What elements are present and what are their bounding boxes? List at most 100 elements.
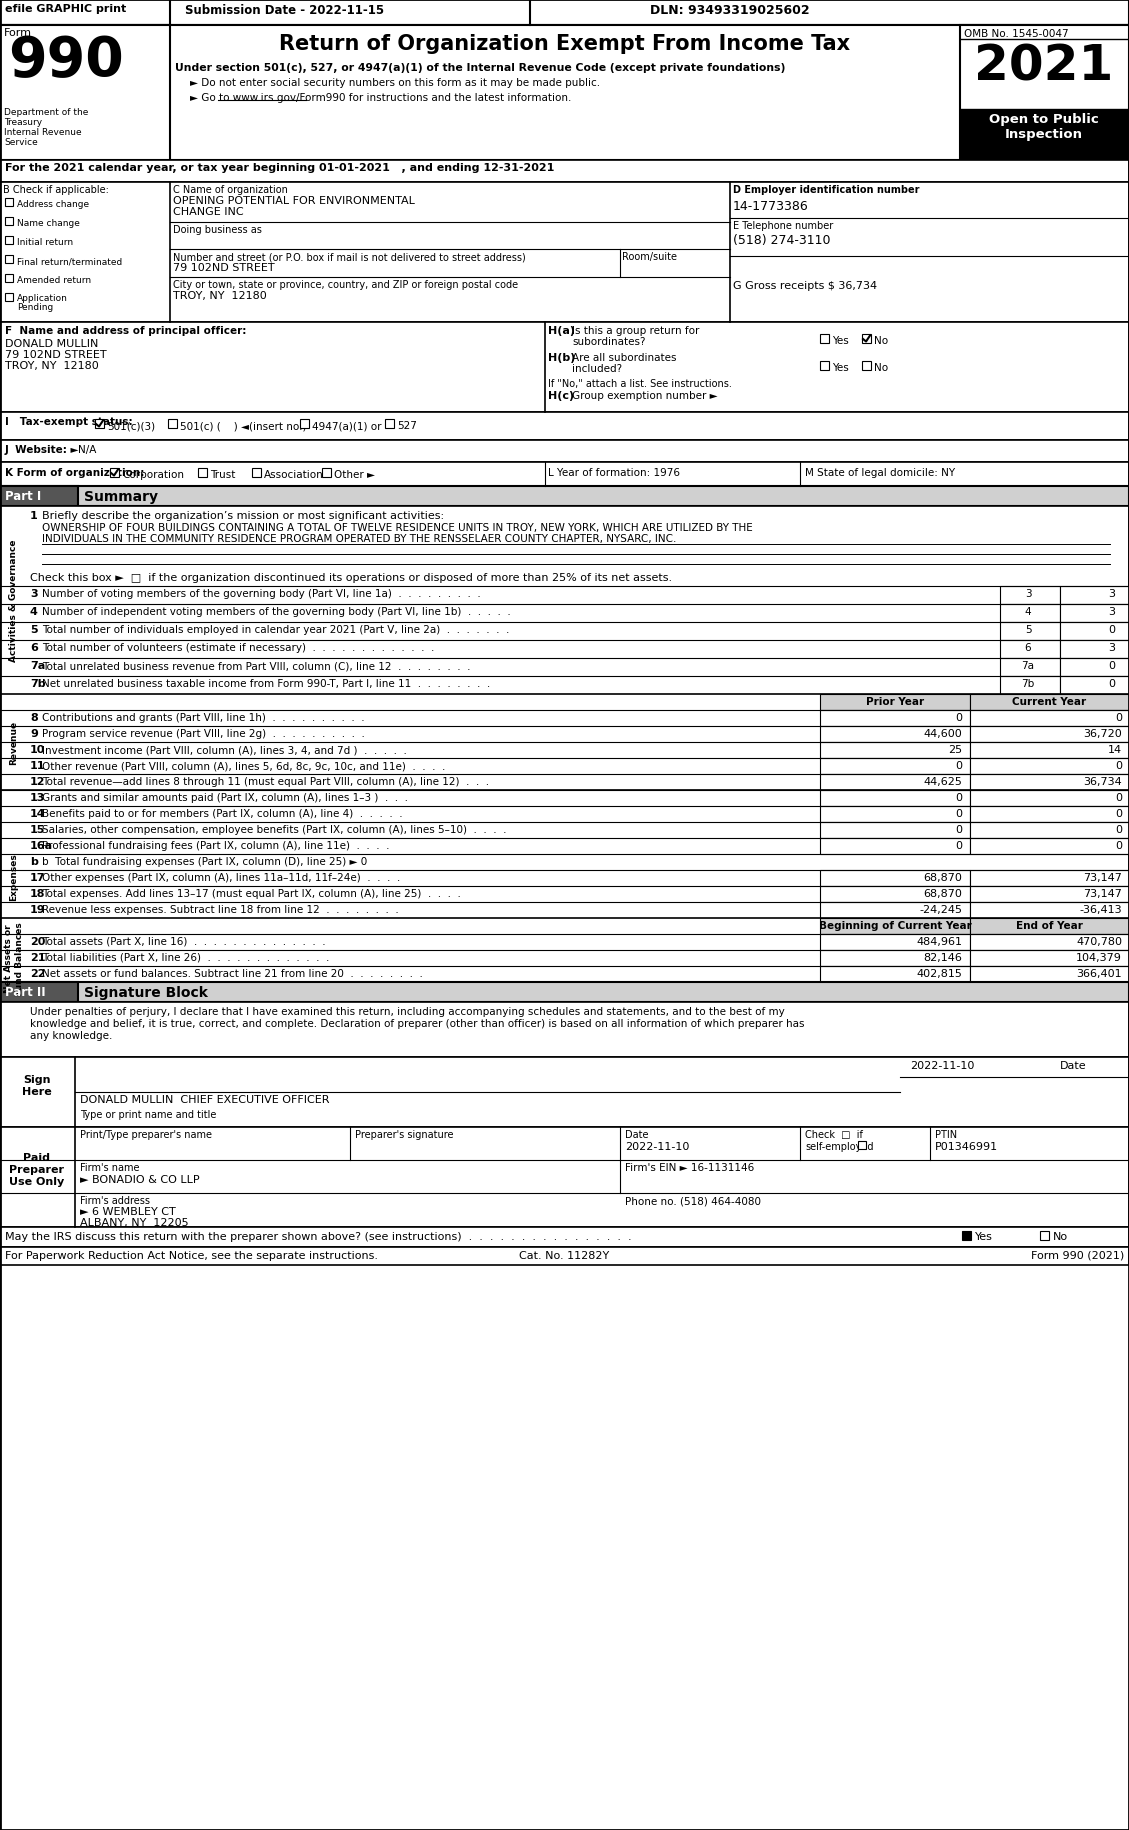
Bar bbox=[0, 1003, 1129, 1058]
Text: 18: 18 bbox=[30, 889, 45, 899]
Bar bbox=[1060, 622, 1129, 640]
Bar bbox=[5, 274, 14, 284]
Text: Number and street (or P.O. box if mail is not delivered to street address): Number and street (or P.O. box if mail i… bbox=[173, 253, 526, 262]
Bar bbox=[0, 983, 78, 1003]
Text: Part II: Part II bbox=[5, 986, 45, 999]
Text: 11: 11 bbox=[30, 761, 45, 770]
Text: 68,870: 68,870 bbox=[924, 889, 962, 899]
Text: Print/Type preparer's name: Print/Type preparer's name bbox=[80, 1129, 212, 1140]
Text: Total assets (Part X, line 16)  .  .  .  .  .  .  .  .  .  .  .  .  .  .: Total assets (Part X, line 16) . . . . .… bbox=[42, 937, 325, 946]
Text: 2022-11-10: 2022-11-10 bbox=[910, 1060, 974, 1071]
Text: 79 102ND STREET: 79 102ND STREET bbox=[173, 264, 274, 273]
Text: Cat. No. 11282Y: Cat. No. 11282Y bbox=[519, 1250, 610, 1261]
Text: Briefly describe the organization’s mission or most significant activities:: Briefly describe the organization’s miss… bbox=[42, 511, 444, 522]
Text: 366,401: 366,401 bbox=[1076, 968, 1122, 979]
Text: CHANGE INC: CHANGE INC bbox=[173, 207, 244, 218]
Text: DONALD MULLIN: DONALD MULLIN bbox=[5, 339, 98, 350]
Text: 2022-11-10: 2022-11-10 bbox=[625, 1142, 690, 1151]
Bar bbox=[970, 935, 1129, 950]
Text: Prior Year: Prior Year bbox=[866, 697, 924, 706]
Text: 19: 19 bbox=[30, 904, 45, 915]
Text: 990: 990 bbox=[8, 35, 124, 88]
Bar bbox=[0, 1127, 1129, 1228]
Text: 44,625: 44,625 bbox=[924, 776, 962, 787]
Text: 3: 3 bbox=[1108, 608, 1115, 617]
Text: Yes: Yes bbox=[832, 362, 849, 373]
Text: Treasury: Treasury bbox=[5, 117, 42, 126]
Text: Corporation: Corporation bbox=[122, 470, 184, 479]
Text: Firm's address: Firm's address bbox=[80, 1195, 150, 1206]
Bar bbox=[820, 710, 970, 727]
Text: Application: Application bbox=[17, 295, 68, 302]
Text: 14: 14 bbox=[30, 809, 45, 818]
Text: 44,600: 44,600 bbox=[924, 728, 962, 739]
Text: 527: 527 bbox=[397, 421, 417, 430]
Text: B Check if applicable:: B Check if applicable: bbox=[3, 185, 108, 194]
Bar bbox=[1060, 587, 1129, 604]
Text: 6: 6 bbox=[30, 642, 38, 653]
Text: 0: 0 bbox=[1115, 792, 1122, 803]
Text: 8: 8 bbox=[30, 712, 37, 723]
Bar bbox=[1000, 640, 1060, 659]
Text: K Form of organization:: K Form of organization: bbox=[5, 468, 145, 478]
Text: PTIN: PTIN bbox=[935, 1129, 957, 1140]
Text: Professional fundraising fees (Part IX, column (A), line 11e)  .  .  .  .: Professional fundraising fees (Part IX, … bbox=[42, 840, 390, 851]
Text: Room/suite: Room/suite bbox=[622, 253, 677, 262]
Bar bbox=[0, 26, 1129, 161]
Text: No: No bbox=[874, 337, 889, 346]
Text: 7a: 7a bbox=[1022, 661, 1034, 670]
Text: 25: 25 bbox=[948, 745, 962, 754]
Text: H(a): H(a) bbox=[548, 326, 575, 337]
Bar bbox=[0, 463, 1129, 487]
Text: Doing business as: Doing business as bbox=[173, 225, 262, 234]
Text: Revenue less expenses. Subtract line 18 from line 12  .  .  .  .  .  .  .  .: Revenue less expenses. Subtract line 18 … bbox=[42, 904, 399, 915]
Bar bbox=[198, 468, 207, 478]
Text: 4947(a)(1) or: 4947(a)(1) or bbox=[312, 421, 382, 430]
Text: Current Year: Current Year bbox=[1012, 697, 1086, 706]
Bar bbox=[0, 161, 1129, 183]
Bar bbox=[1000, 659, 1060, 677]
Bar bbox=[0, 26, 170, 161]
Text: 36,734: 36,734 bbox=[1083, 776, 1122, 787]
Text: E Telephone number: E Telephone number bbox=[733, 221, 833, 231]
Text: 20: 20 bbox=[30, 937, 45, 946]
Text: included?: included? bbox=[572, 364, 622, 373]
Bar bbox=[0, 1248, 1129, 1265]
Bar bbox=[1000, 587, 1060, 604]
Text: 7b: 7b bbox=[1022, 679, 1034, 688]
Bar bbox=[970, 902, 1129, 919]
Text: 402,815: 402,815 bbox=[916, 968, 962, 979]
Bar bbox=[5, 295, 14, 302]
Text: -36,413: -36,413 bbox=[1079, 904, 1122, 915]
Text: Check this box ►  □  if the organization discontinued its operations or disposed: Check this box ► □ if the organization d… bbox=[30, 573, 672, 582]
Text: Preparer's signature: Preparer's signature bbox=[355, 1129, 454, 1140]
Bar bbox=[970, 743, 1129, 759]
Bar bbox=[5, 218, 14, 225]
Bar bbox=[820, 919, 970, 935]
Bar bbox=[820, 759, 970, 774]
Bar bbox=[820, 822, 970, 838]
Bar bbox=[1000, 622, 1060, 640]
Text: J  Website: ►: J Website: ► bbox=[5, 445, 79, 454]
Text: P01346991: P01346991 bbox=[935, 1142, 998, 1151]
Text: 7b: 7b bbox=[30, 679, 45, 688]
Bar bbox=[820, 695, 970, 710]
Bar bbox=[385, 419, 394, 428]
Bar bbox=[970, 695, 1129, 710]
Text: 0: 0 bbox=[1108, 661, 1115, 670]
Text: 1: 1 bbox=[30, 511, 37, 522]
Text: INDIVIDUALS IN THE COMMUNITY RESIDENCE PROGRAM OPERATED BY THE RENSSELAER COUNTY: INDIVIDUALS IN THE COMMUNITY RESIDENCE P… bbox=[42, 534, 676, 544]
Bar bbox=[820, 774, 970, 791]
Text: 3: 3 bbox=[1108, 642, 1115, 653]
Text: 0: 0 bbox=[955, 809, 962, 818]
Text: Group exemption number ►: Group exemption number ► bbox=[572, 392, 718, 401]
Text: 10: 10 bbox=[30, 745, 45, 754]
Text: 0: 0 bbox=[955, 825, 962, 834]
Text: 9: 9 bbox=[30, 728, 38, 739]
Text: Initial return: Initial return bbox=[17, 238, 73, 247]
Bar bbox=[970, 807, 1129, 822]
Bar bbox=[970, 822, 1129, 838]
Text: 21: 21 bbox=[30, 952, 45, 963]
Bar bbox=[110, 468, 119, 478]
Text: If "No," attach a list. See instructions.: If "No," attach a list. See instructions… bbox=[548, 379, 732, 388]
